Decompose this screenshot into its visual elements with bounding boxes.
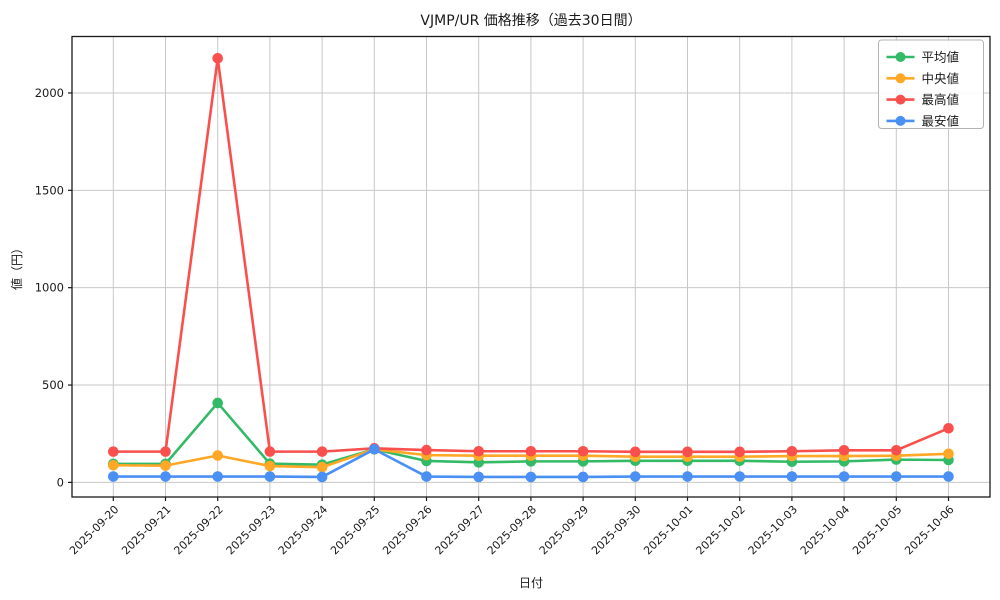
data-point-max [943,422,954,434]
data-point-min [734,471,745,482]
data-point-max [682,446,693,458]
data-point-max [108,446,119,457]
x-tick-label: 2025-09-20 [67,503,121,557]
data-point-median [943,448,954,460]
legend-item-min: 最安値 [886,113,960,128]
x-tick-label: 2025-10-01 [641,503,695,557]
data-point-min [316,471,328,483]
data-point-median [108,459,119,471]
data-point-max [891,444,902,456]
data-point-min [943,471,954,482]
data-point-median [160,460,171,471]
x-tick-label: 2025-09-26 [380,503,434,557]
data-point-average [212,397,223,409]
x-tick-label: 2025-09-30 [589,503,643,557]
data-point-max [525,445,537,457]
y-tick-label: 500 [42,378,64,392]
legend-label: 中央値 [922,71,960,86]
legend-item-median: 中央値 [886,71,960,86]
data-point-min [212,471,223,482]
data-point-min [473,471,485,483]
data-point-max [160,446,171,457]
data-point-median [316,461,328,473]
legend-marker [895,73,906,84]
x-tick-label: 2025-10-04 [798,503,852,557]
x-tick-label: 2025-09-27 [432,503,486,557]
legend-label: 平均値 [922,50,960,65]
data-point-min [369,443,380,455]
y-tick-label: 0 [57,475,64,489]
data-point-max [316,446,328,457]
data-point-median [264,460,276,472]
data-point-max [264,446,276,457]
legend-item-average: 平均値 [886,50,960,65]
data-point-median [212,450,223,461]
legend-marker [895,52,906,62]
x-tick-label: 2025-09-29 [537,503,591,557]
legend-marker [895,115,906,126]
data-point-min [577,471,589,483]
series-lines [108,53,954,483]
data-point-min [630,471,641,482]
data-point-min [786,471,798,482]
legend-item-max: 最高値 [886,92,960,107]
data-point-min [108,471,119,482]
data-point-min [264,471,276,482]
data-point-min [891,471,902,482]
legend-marker [895,94,906,105]
data-point-min [838,471,850,482]
x-tick-label: 2025-10-06 [902,503,956,557]
data-point-max [630,446,641,458]
x-axis-label: 日付 [519,576,543,590]
data-point-max [421,444,432,456]
data-point-min [525,471,537,483]
x-tick-label: 2025-09-25 [328,503,382,557]
data-point-max [473,445,485,457]
x-tick-label: 2025-10-02 [693,503,747,557]
legend-label: 最高値 [922,92,960,107]
chart-title: VJMP/UR 価格推移（過去30日間） [420,13,641,29]
x-tick-label: 2025-09-22 [171,503,225,557]
data-point-max [734,446,745,458]
data-point-max [838,444,850,456]
y-tick-label: 1500 [35,183,64,197]
gridlines [72,36,990,497]
data-point-min [160,471,171,482]
series-min [108,443,954,483]
data-point-min [682,471,693,482]
x-tick-label: 2025-10-05 [850,503,904,557]
data-point-min [421,471,432,482]
x-tick-label: 2025-09-24 [276,503,330,557]
series-max [108,53,954,458]
y-tick-label: 2000 [35,86,64,100]
y-tick-label: 1000 [35,281,64,295]
data-point-max [577,445,589,457]
legend-label: 最安値 [922,113,960,128]
legend-box [878,39,984,129]
y-axis-label: 値（円） [9,242,24,290]
x-tick-label: 2025-09-23 [224,503,278,557]
x-tick-label: 2025-09-21 [119,503,173,557]
x-tick-label: 2025-10-03 [746,503,800,557]
x-tick-label: 2025-09-28 [485,503,539,557]
data-point-max [212,53,223,64]
data-point-max [786,445,798,457]
